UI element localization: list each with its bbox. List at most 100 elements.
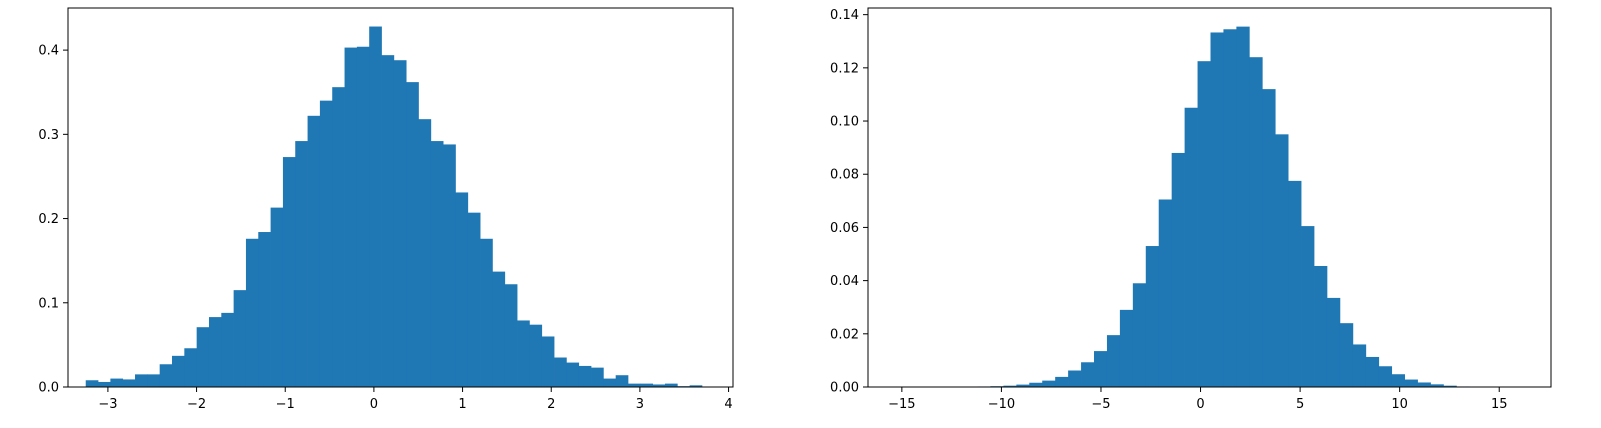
histogram-bar	[418, 119, 432, 388]
histogram-bar	[1404, 379, 1418, 387]
histogram-bar	[344, 47, 358, 387]
y-tick-label: 0.3	[38, 128, 59, 143]
histogram-bar	[406, 82, 419, 388]
histogram-bar	[1443, 385, 1457, 387]
histogram-bar	[652, 384, 666, 387]
histogram-bar	[480, 238, 493, 387]
histogram-right: −15 −10 −5 0 5 10 15 0.00 0.02 0.04 0.06 0.08 0.10 0.…	[830, 7, 1552, 412]
histogram-bar	[1145, 246, 1160, 387]
histogram-bar	[233, 290, 247, 387]
histogram-bar	[270, 207, 284, 387]
x-tick-label: 0	[370, 397, 378, 412]
histogram-bar	[1417, 382, 1431, 387]
x-tick-label: 15	[1491, 397, 1508, 412]
histogram-bar	[1184, 107, 1198, 388]
histogram-bar	[98, 381, 111, 387]
histogram-bar	[159, 364, 173, 387]
y-tick-label: 0.2	[38, 212, 59, 227]
histogram-bar	[393, 60, 407, 387]
histogram-bar	[245, 238, 259, 387]
histogram-bar	[430, 141, 444, 387]
histogram-bar	[258, 232, 271, 387]
histogram-bar	[319, 100, 333, 387]
histogram-bar	[541, 336, 555, 387]
y-tick-label: 0.12	[830, 61, 859, 76]
x-tick-label: −10	[988, 397, 1015, 412]
histogram-bar	[1378, 366, 1393, 387]
histogram-bar	[615, 375, 629, 387]
histogram-bar	[566, 362, 580, 387]
histogram-bar	[1223, 29, 1237, 388]
histogram-bar	[135, 374, 148, 387]
histogram-bar	[356, 46, 370, 388]
histogram-bar	[122, 379, 136, 387]
histogram-bar	[1055, 376, 1069, 387]
x-tick-label: −15	[888, 397, 915, 412]
x-tick-label: −3	[98, 397, 117, 412]
histogram-bar	[332, 87, 345, 388]
histogram-bar	[1365, 356, 1380, 387]
x-tick-label: 1	[458, 397, 466, 412]
histogram-bar	[85, 380, 99, 387]
x-tick-label: −1	[276, 397, 295, 412]
histogram-bar	[1119, 309, 1134, 387]
y-tick-label: 0.06	[830, 221, 859, 236]
y-tick-label: 0.1	[38, 296, 59, 311]
histogram-bar	[1288, 180, 1302, 387]
histogram-bar	[689, 385, 703, 387]
histogram-bar	[1029, 382, 1043, 387]
histogram-bar	[1430, 384, 1444, 387]
histogram-bar	[1339, 323, 1354, 387]
x-tick-label: −2	[187, 397, 206, 412]
histogram-bar	[578, 365, 592, 387]
histogram-bar	[1249, 57, 1263, 387]
axes-frame	[67, 7, 734, 388]
histogram-bar	[504, 284, 518, 387]
histogram-bar	[1106, 335, 1121, 387]
histogram-bar	[1081, 362, 1095, 387]
histogram-bar	[110, 378, 124, 387]
x-tick-label: 0	[1196, 397, 1204, 412]
y-tick-label: 0.02	[830, 327, 859, 342]
y-tick-label: 0.14	[830, 8, 859, 23]
histogram-bar	[1016, 384, 1030, 387]
histogram-bar	[196, 327, 210, 387]
histogram-bar	[640, 383, 654, 387]
histogram-bar	[1042, 380, 1056, 387]
histogram-bar	[147, 374, 161, 387]
histogram-bar	[603, 378, 617, 387]
histogram-bar	[1094, 351, 1108, 387]
x-tick-label: 4	[724, 397, 732, 412]
histogram-bar	[1326, 297, 1341, 387]
histogram-bar	[1171, 152, 1185, 387]
histogram-bar	[1068, 370, 1082, 387]
histogram-bar	[455, 192, 469, 387]
histogram-bar	[443, 144, 456, 387]
y-tick-label: 0.04	[830, 274, 859, 289]
histogram-bar	[492, 271, 506, 387]
histogram-bar	[381, 55, 395, 387]
histogram-bar	[172, 355, 185, 387]
histogram-bar	[295, 141, 308, 387]
histogram-bar	[221, 312, 234, 387]
histogram-bar	[369, 26, 382, 388]
histogram-bar	[1210, 32, 1224, 387]
y-tick-label: 0.0	[38, 381, 59, 396]
histogram-bar	[591, 367, 604, 387]
histogram-bar	[1275, 134, 1289, 387]
histogram-bar	[1352, 344, 1367, 387]
x-tick-label: −5	[1091, 397, 1110, 412]
y-tick-label: 0.4	[38, 44, 59, 59]
histogram-bar	[554, 357, 567, 387]
histogram-bar	[529, 324, 543, 387]
histogram-bar	[208, 317, 222, 387]
axes-frame	[867, 7, 1552, 388]
histogram-bar	[184, 348, 197, 387]
x-tick-label: 10	[1391, 397, 1408, 412]
histogram-bar	[1314, 265, 1328, 387]
x-tick-label: 3	[636, 397, 644, 412]
histogram-bar	[1158, 199, 1173, 387]
histogram-bar	[1262, 89, 1276, 388]
y-tick-label: 0.10	[830, 115, 859, 130]
